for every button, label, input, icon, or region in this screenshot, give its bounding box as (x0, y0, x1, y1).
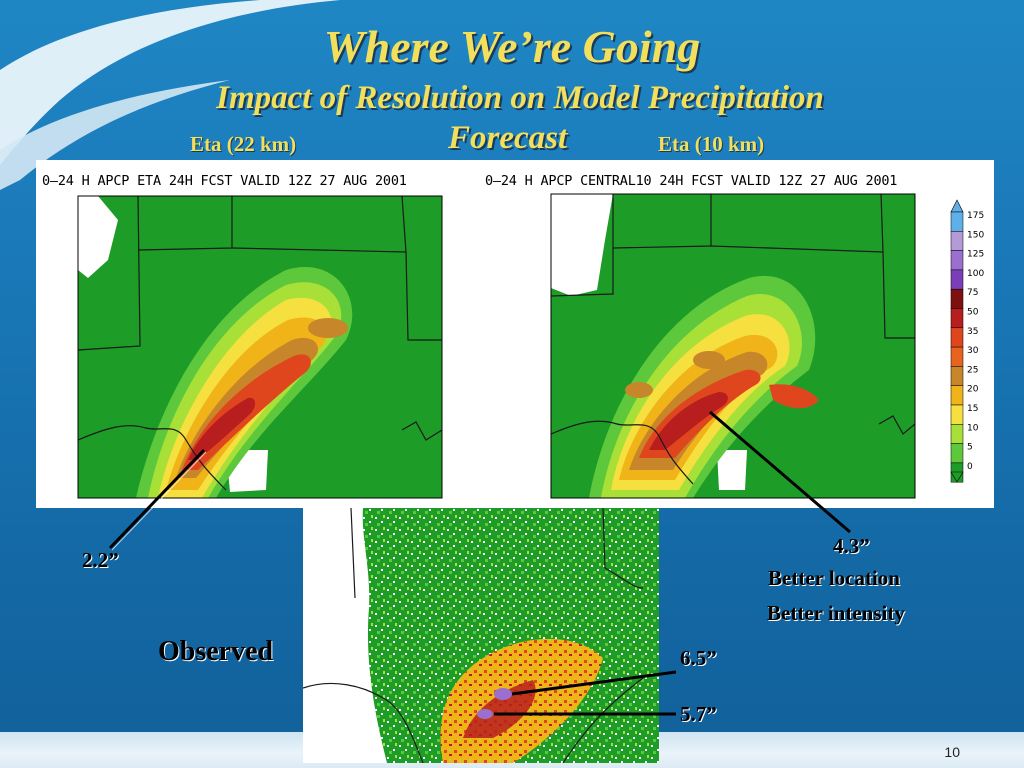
observed-precip-map (303, 508, 659, 763)
legend-swatch (950, 404, 964, 425)
eta-22km-map: 0–24 H APCP ETA 24H FCST VALID 12Z 27 AU… (36, 160, 479, 508)
legend-label: 30 (967, 346, 979, 356)
slide-subtitle-continued: Forecast (448, 120, 568, 156)
eta-10km-map: 0–24 H APCP CENTRAL10 24H FCST VALID 12Z… (479, 160, 994, 508)
legend-label: 20 (967, 385, 979, 395)
legend-label: 35 (967, 327, 978, 337)
legend-label: 5 (967, 443, 973, 453)
legend-swatch (950, 231, 964, 251)
legend-swatch (950, 424, 964, 444)
legend-swatch (950, 250, 964, 271)
legend-swatch (950, 308, 964, 329)
slide-subtitle: Impact of Resolution on Model Precipitat… (216, 80, 824, 116)
observed-label: Observed (158, 636, 274, 667)
left-map-title: 0–24 H APCP ETA 24H FCST VALID 12Z 27 AU… (42, 173, 407, 189)
left-model-label: Eta (22 km) (190, 132, 297, 156)
observed-max-2: 5.7” (680, 702, 717, 726)
legend-label: 75 (967, 288, 978, 298)
legend-swatch (950, 327, 964, 348)
better-location-note: Better location (768, 566, 900, 590)
legend-label: 25 (967, 365, 978, 375)
legend-label: 15 (967, 404, 978, 414)
legend-label: 0 (967, 462, 973, 472)
legend-swatch (950, 269, 964, 290)
left-precip-map (77, 195, 443, 499)
legend-label: 175 (967, 211, 984, 221)
legend-swatch (950, 346, 964, 367)
right-model-label: Eta (10 km) (658, 132, 765, 156)
legend-swatch (950, 288, 964, 309)
better-intensity-note: Better intensity (767, 601, 905, 625)
right-max-annotation: 4.3” (833, 534, 870, 558)
legend-label: 150 (967, 230, 984, 240)
observed-map (303, 508, 659, 763)
page-number: 10 (944, 744, 960, 760)
observed-max-1: 6.5” (680, 646, 717, 670)
legend-label: 50 (967, 308, 979, 318)
slide-title: Where We’re Going (323, 21, 701, 72)
left-max-annotation: 2.2” (82, 548, 119, 572)
legend-swatch (950, 366, 964, 386)
legend-swatch (950, 443, 964, 464)
decorative-swoosh (0, 0, 340, 190)
legend-swatch (950, 385, 964, 406)
legend-label: 125 (967, 250, 984, 260)
right-map-title: 0–24 H APCP CENTRAL10 24H FCST VALID 12Z… (485, 173, 898, 189)
legend-label: 10 (967, 423, 979, 433)
legend-label: 100 (967, 269, 984, 279)
legend-swatch (950, 211, 964, 232)
